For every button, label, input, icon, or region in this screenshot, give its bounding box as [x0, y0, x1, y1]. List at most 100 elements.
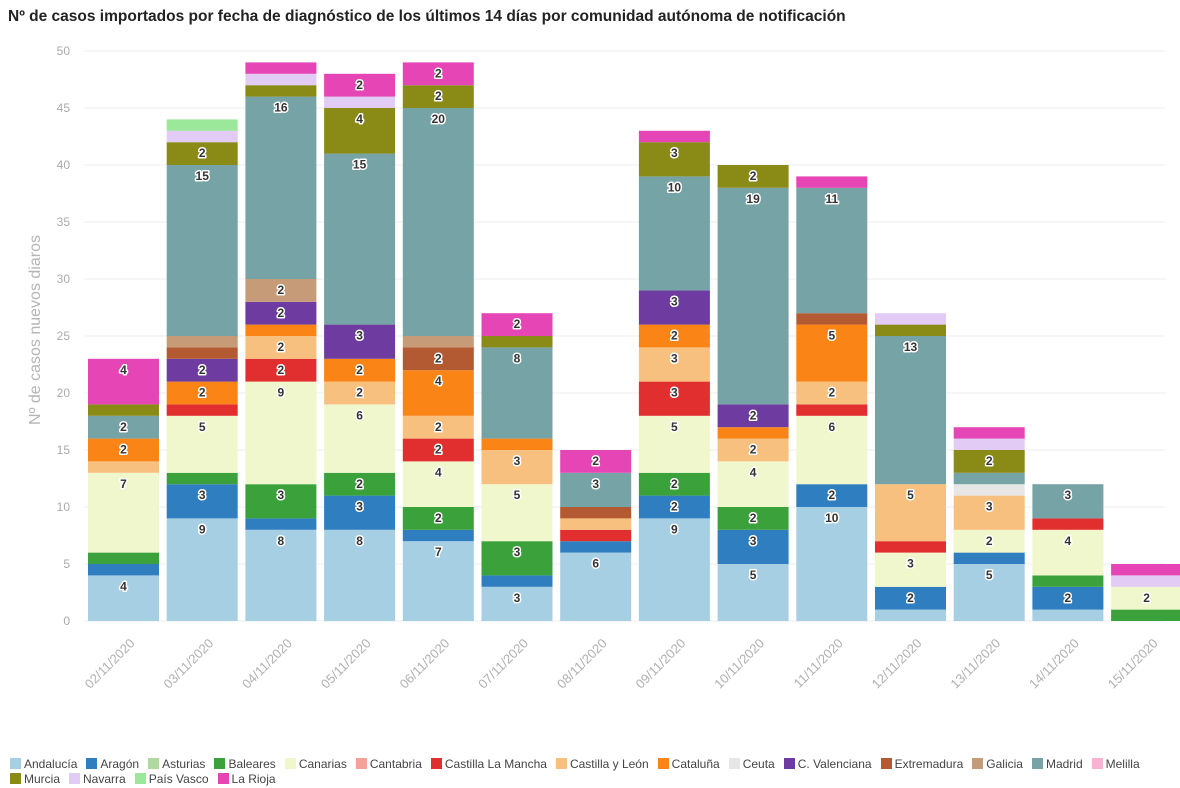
bar-segment[interactable] [638, 472, 710, 496]
bar-segment[interactable] [638, 381, 710, 416]
bar-segment[interactable] [324, 324, 396, 359]
bar-segment[interactable] [560, 529, 632, 542]
bar-segment[interactable] [245, 381, 317, 485]
bar-segment[interactable] [717, 438, 789, 462]
bar-segment[interactable] [166, 119, 238, 131]
bar-segment[interactable] [481, 575, 553, 587]
bar-segment[interactable] [402, 62, 474, 86]
bar-segment[interactable] [875, 552, 946, 587]
bar-segment[interactable] [717, 404, 789, 428]
bar-segment[interactable] [245, 73, 317, 86]
bar-segment[interactable] [166, 415, 238, 473]
legend-item[interactable]: Navarra [69, 772, 126, 787]
bar-segment[interactable] [166, 484, 238, 519]
bar-segment[interactable] [166, 130, 238, 143]
legend-item[interactable]: Cantabria [355, 757, 422, 772]
bar-segment[interactable] [560, 541, 632, 553]
bar-segment[interactable] [402, 347, 474, 371]
bar-segment[interactable] [481, 336, 553, 348]
bar-segment[interactable] [402, 529, 474, 542]
bar-segment[interactable] [481, 313, 553, 336]
bar-segment[interactable] [88, 404, 159, 416]
bar-segment[interactable] [324, 73, 396, 97]
bar-segment[interactable] [717, 507, 789, 530]
bar-segment[interactable] [402, 438, 474, 462]
legend-item[interactable]: Baleares [214, 757, 276, 772]
bar-segment[interactable] [875, 336, 946, 485]
bar-segment[interactable] [560, 507, 632, 519]
bar-segment[interactable] [402, 85, 474, 108]
bar-segment[interactable] [1032, 529, 1104, 576]
bar-segment[interactable] [638, 347, 710, 382]
legend-item[interactable]: Castilla y León [555, 757, 649, 772]
legend-item[interactable]: Ceuta [728, 757, 775, 772]
bar-segment[interactable] [953, 484, 1025, 496]
bar-segment[interactable] [245, 279, 317, 302]
legend-item[interactable]: Murcia [10, 772, 60, 787]
bar-segment[interactable] [1111, 564, 1180, 576]
bar-segment[interactable] [875, 484, 946, 542]
bar-segment[interactable] [166, 404, 238, 416]
bar-segment[interactable] [324, 495, 396, 530]
bar-segment[interactable] [245, 336, 317, 359]
bar-segment[interactable] [953, 495, 1025, 530]
bar-segment[interactable] [166, 381, 238, 405]
bar-segment[interactable] [166, 336, 238, 348]
bar-segment[interactable] [88, 358, 159, 405]
bar-segment[interactable] [166, 165, 238, 336]
bar-segment[interactable] [88, 461, 159, 473]
bar-segment[interactable] [88, 575, 159, 621]
bar-segment[interactable] [1111, 586, 1180, 610]
legend-item[interactable]: Melilla [1091, 757, 1140, 772]
bar-segment[interactable] [481, 541, 553, 576]
bar-segment[interactable] [560, 450, 632, 473]
bar-segment[interactable] [166, 518, 238, 621]
bar-segment[interactable] [481, 450, 553, 485]
bar-segment[interactable] [796, 187, 868, 314]
bar-segment[interactable] [796, 313, 868, 325]
bar-segment[interactable] [875, 586, 946, 610]
bar-segment[interactable] [402, 370, 474, 416]
bar-segment[interactable] [1111, 609, 1180, 621]
legend-item[interactable]: Madrid [1031, 757, 1083, 772]
legend-item[interactable]: Andalucía [10, 757, 77, 772]
bar-segment[interactable] [796, 415, 868, 485]
bar-segment[interactable] [324, 529, 396, 621]
bar-segment[interactable] [1032, 609, 1104, 621]
bar-segment[interactable] [402, 336, 474, 348]
bar-segment[interactable] [88, 438, 159, 462]
bar-segment[interactable] [560, 518, 632, 530]
bar-segment[interactable] [717, 529, 789, 564]
bar-segment[interactable] [245, 358, 317, 382]
bar-segment[interactable] [481, 438, 553, 450]
bar-segment[interactable] [166, 358, 238, 382]
bar-segment[interactable] [638, 290, 710, 325]
bar-segment[interactable] [796, 404, 868, 416]
bar-segment[interactable] [324, 153, 396, 325]
bar-segment[interactable] [638, 495, 710, 519]
bar-segment[interactable] [875, 541, 946, 553]
bar-segment[interactable] [166, 472, 238, 485]
bar-segment[interactable] [1032, 575, 1104, 587]
legend-item[interactable]: La Rioja [217, 772, 276, 787]
bar-segment[interactable] [796, 381, 868, 405]
bar-segment[interactable] [796, 484, 868, 507]
bar-segment[interactable] [717, 165, 789, 188]
bar-segment[interactable] [638, 324, 710, 348]
legend-item[interactable]: Cataluña [657, 757, 720, 772]
bar-segment[interactable] [324, 358, 396, 382]
bar-segment[interactable] [324, 381, 396, 405]
bar-segment[interactable] [402, 461, 474, 507]
bar-segment[interactable] [717, 564, 789, 621]
bar-segment[interactable] [166, 347, 238, 359]
bar-segment[interactable] [875, 609, 946, 621]
bar-segment[interactable] [402, 415, 474, 439]
bar-segment[interactable] [638, 142, 710, 177]
bar-segment[interactable] [324, 96, 396, 108]
bar-segment[interactable] [481, 586, 553, 621]
bar-segment[interactable] [88, 415, 159, 439]
bar-segment[interactable] [324, 108, 396, 154]
bar-segment[interactable] [324, 404, 396, 473]
bar-segment[interactable] [796, 507, 868, 621]
bar-segment[interactable] [875, 313, 946, 325]
